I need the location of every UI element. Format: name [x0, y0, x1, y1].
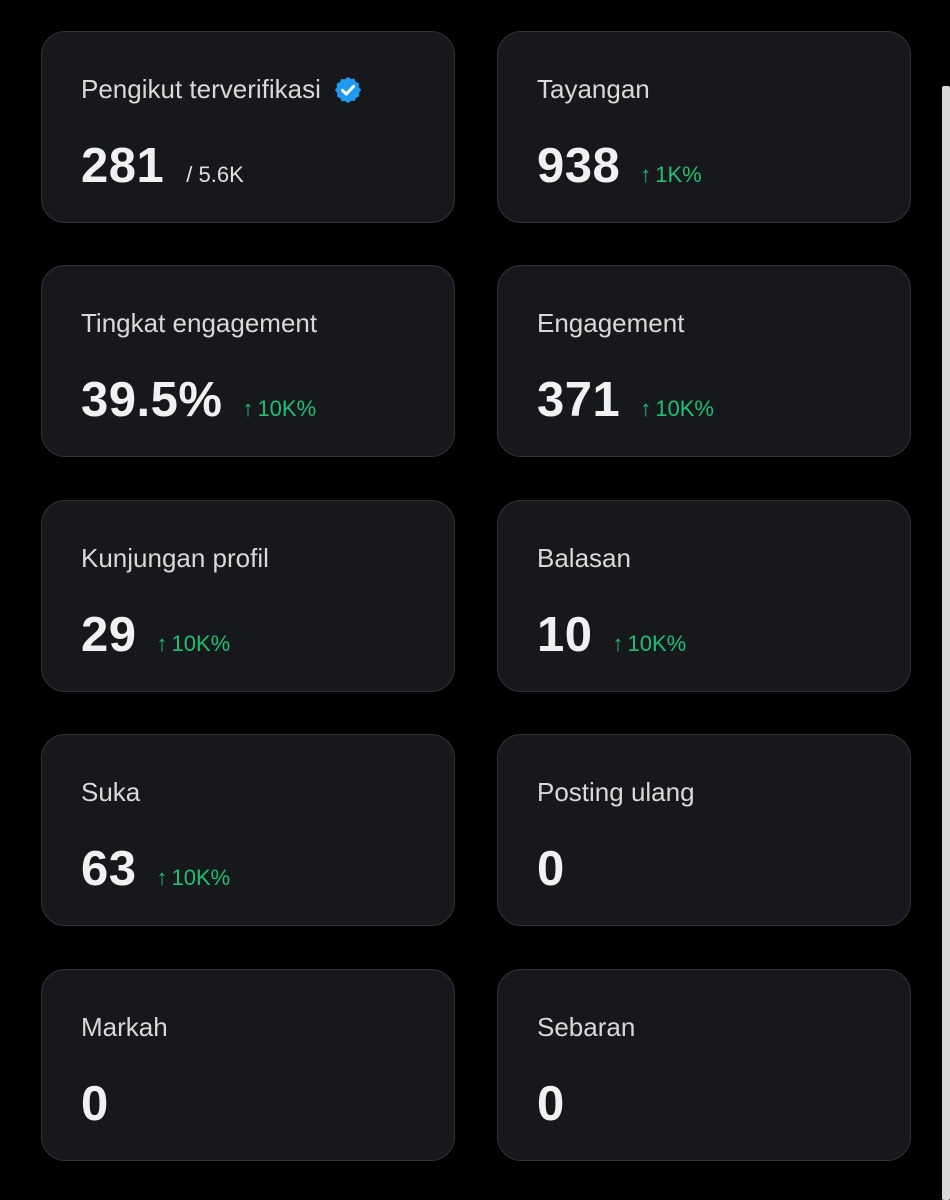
- card-label: Posting ulang: [537, 777, 695, 807]
- card-shares[interactable]: Sebaran 0: [497, 969, 911, 1161]
- card-delta: ↑ 10K%: [613, 631, 687, 657]
- card-value-row: 371 ↑ 10K%: [537, 372, 714, 428]
- card-value-row: 63 ↑ 10K%: [81, 841, 230, 897]
- card-label: Tingkat engagement: [81, 308, 318, 338]
- card-value: 0: [537, 842, 565, 896]
- card-delta-value: 10K%: [171, 865, 231, 890]
- card-value-row: 39.5% ↑ 10K%: [81, 372, 316, 428]
- card-value-row: 281 / 5.6K: [81, 138, 244, 194]
- card-delta-value: 1K%: [655, 162, 702, 187]
- card-engagements[interactable]: Engagement 371 ↑ 10K%: [497, 265, 911, 457]
- card-label: Suka: [81, 777, 141, 807]
- card-value: 39.5%: [81, 373, 223, 427]
- card-delta: ↑ 10K%: [242, 396, 316, 422]
- card-value: 29: [81, 608, 137, 662]
- arrow-up-icon: ↑: [156, 631, 168, 656]
- card-bookmarks[interactable]: Markah 0: [41, 969, 455, 1161]
- card-total: / 5.6K: [186, 162, 244, 187]
- card-label: Markah: [81, 1012, 168, 1042]
- card-value: 10: [537, 608, 593, 662]
- card-value-row: 10 ↑ 10K%: [537, 607, 686, 663]
- card-delta: ↑ 10K%: [157, 865, 231, 891]
- card-value: 63: [81, 842, 137, 896]
- card-impressions[interactable]: Tayangan 938 ↑ 1K%: [497, 31, 911, 223]
- arrow-up-icon: ↑: [156, 865, 168, 890]
- card-value: 938: [537, 139, 621, 193]
- card-delta-value: 10K%: [655, 396, 714, 421]
- card-label-text: Pengikut terverifikasi: [81, 74, 321, 104]
- arrow-up-icon: ↑: [640, 162, 652, 187]
- arrow-up-icon: ↑: [242, 396, 254, 421]
- card-delta: ↑ 10K%: [157, 631, 231, 657]
- card-value-row: 0: [537, 841, 565, 897]
- arrow-up-icon: ↑: [612, 631, 624, 656]
- card-delta: ↑ 10K%: [640, 396, 714, 422]
- arrow-up-icon: ↑: [640, 396, 652, 421]
- card-label: Tayangan: [537, 74, 650, 104]
- card-label: Kunjungan profil: [81, 543, 269, 573]
- card-value: 371: [537, 373, 621, 427]
- card-value: 281: [81, 139, 165, 193]
- card-label: Balasan: [537, 543, 631, 573]
- card-delta-value: 10K%: [171, 631, 231, 656]
- card-label: Engagement: [537, 308, 685, 338]
- card-label: Pengikut terverifikasi: [81, 74, 363, 105]
- card-value: 0: [81, 1077, 109, 1131]
- card-value-row: 29 ↑ 10K%: [81, 607, 230, 663]
- card-delta: ↑ 1K%: [640, 162, 701, 188]
- card-delta-value: 10K%: [627, 631, 687, 656]
- card-value-row: 0: [81, 1076, 109, 1132]
- card-replies[interactable]: Balasan 10 ↑ 10K%: [497, 500, 911, 692]
- card-reposts[interactable]: Posting ulang 0: [497, 734, 911, 926]
- card-value: 0: [537, 1077, 565, 1131]
- card-verified-followers[interactable]: Pengikut terverifikasi 281 / 5.6K: [41, 31, 455, 223]
- card-label: Sebaran: [537, 1012, 636, 1042]
- card-engagement-rate[interactable]: Tingkat engagement 39.5% ↑ 10K%: [41, 265, 455, 457]
- card-profile-visits[interactable]: Kunjungan profil 29 ↑ 10K%: [41, 500, 455, 692]
- verified-badge-icon: [334, 76, 362, 103]
- card-value-row: 0: [537, 1076, 565, 1132]
- card-delta-value: 10K%: [257, 396, 317, 421]
- scrollbar[interactable]: [942, 86, 950, 1200]
- card-likes[interactable]: Suka 63 ↑ 10K%: [41, 734, 455, 926]
- card-value-row: 938 ↑ 1K%: [537, 138, 702, 194]
